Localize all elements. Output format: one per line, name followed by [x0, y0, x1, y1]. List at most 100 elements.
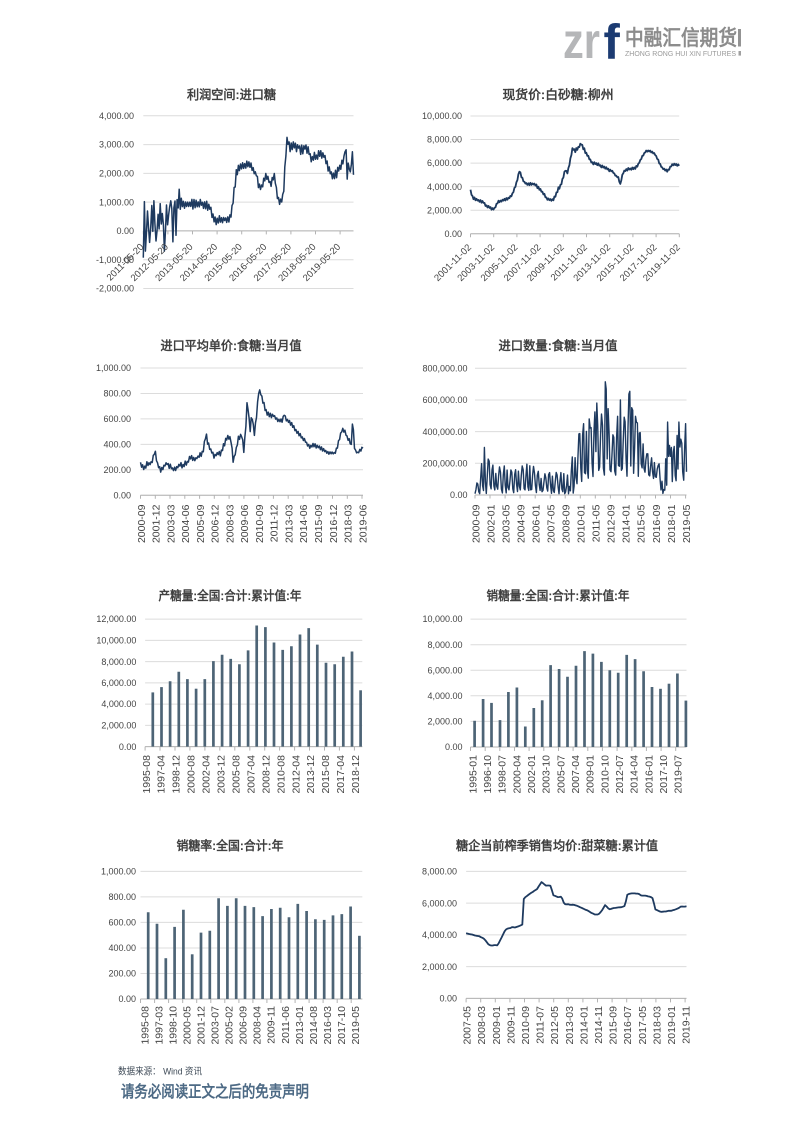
- svg-text:2014-01: 2014-01: [621, 504, 633, 543]
- svg-text:2006-09: 2006-09: [238, 1006, 250, 1045]
- svg-text:8,000.00: 8,000.00: [427, 640, 462, 650]
- svg-text:2008-04: 2008-04: [252, 1006, 264, 1045]
- svg-text:2011-06: 2011-06: [280, 1006, 292, 1044]
- svg-text:-2,000.00: -2,000.00: [96, 284, 134, 294]
- svg-text:2014-01: 2014-01: [578, 1006, 590, 1045]
- svg-text:2017-10: 2017-10: [336, 1006, 348, 1045]
- svg-text:0.00: 0.00: [439, 994, 457, 1004]
- svg-text:2009-06: 2009-06: [239, 504, 251, 543]
- svg-text:2013-01: 2013-01: [294, 1006, 306, 1045]
- svg-text:2013-03: 2013-03: [284, 504, 296, 543]
- svg-text:中融汇信期货: 中融汇信期货: [625, 26, 737, 50]
- svg-text:800.00: 800.00: [108, 892, 136, 902]
- svg-text:2013-12: 2013-12: [305, 755, 317, 794]
- svg-text:2007-05: 2007-05: [546, 504, 558, 543]
- svg-text:2002-04: 2002-04: [201, 755, 213, 794]
- svg-text:0.00: 0.00: [116, 226, 134, 236]
- svg-text:2016-12: 2016-12: [328, 504, 340, 543]
- svg-text:数据来源： Wind 资讯: 数据来源： Wind 资讯: [118, 1065, 202, 1077]
- svg-text:2,000.00: 2,000.00: [101, 721, 136, 731]
- svg-text:2011-12: 2011-12: [269, 504, 281, 542]
- svg-text:2012-07: 2012-07: [614, 755, 626, 794]
- svg-text:800,000.00: 800,000.00: [422, 363, 467, 373]
- svg-text:2008-09: 2008-09: [561, 504, 573, 543]
- svg-text:1995-01: 1995-01: [467, 755, 479, 794]
- svg-text:200,000.00: 200,000.00: [422, 459, 467, 469]
- svg-text:1997-03: 1997-03: [153, 1006, 165, 1045]
- svg-text:2012-04: 2012-04: [290, 755, 302, 794]
- svg-text:1998-07: 1998-07: [497, 755, 509, 794]
- svg-text:2003-07: 2003-07: [210, 1006, 222, 1045]
- svg-text:600.00: 600.00: [103, 414, 131, 424]
- svg-text:200.00: 200.00: [108, 969, 136, 979]
- svg-text:2009-01: 2009-01: [585, 755, 597, 794]
- svg-text:2,000.00: 2,000.00: [427, 205, 462, 215]
- svg-text:zr: zr: [563, 13, 600, 69]
- svg-text:2007-05: 2007-05: [462, 1006, 474, 1045]
- svg-text:2016-01: 2016-01: [643, 755, 655, 794]
- svg-text:2017-04: 2017-04: [335, 755, 347, 794]
- svg-text:1,000.00: 1,000.00: [96, 363, 131, 373]
- svg-text:400,000.00: 400,000.00: [422, 427, 467, 437]
- svg-text:现货价:白砂糖:柳州: 现货价:白砂糖:柳州: [503, 87, 614, 102]
- svg-text:2000-09: 2000-09: [136, 504, 148, 543]
- svg-text:1997-04: 1997-04: [156, 755, 168, 794]
- svg-text:进口平均单价:食糖:当月值: 进口平均单价:食糖:当月值: [161, 338, 302, 353]
- svg-text:2019-05: 2019-05: [350, 1006, 362, 1045]
- svg-text:1995-08: 1995-08: [139, 1006, 151, 1045]
- svg-text:2019-06: 2019-06: [357, 504, 369, 543]
- svg-text:2014-11: 2014-11: [593, 1006, 605, 1044]
- svg-text:6,000.00: 6,000.00: [101, 678, 136, 688]
- svg-text:2015-08: 2015-08: [320, 755, 332, 794]
- svg-text:4,000.00: 4,000.00: [427, 182, 462, 192]
- svg-text:进口数量:食糖:当月值: 进口数量:食糖:当月值: [499, 338, 618, 353]
- svg-text:200.00: 200.00: [103, 465, 131, 475]
- svg-text:4,000.00: 4,000.00: [101, 699, 136, 709]
- svg-text:2012-09: 2012-09: [606, 504, 618, 543]
- svg-text:2019-01: 2019-01: [666, 1006, 678, 1045]
- svg-text:10,000.00: 10,000.00: [422, 614, 462, 624]
- svg-text:2002-01: 2002-01: [485, 504, 497, 543]
- svg-text:2012-05: 2012-05: [549, 1006, 561, 1045]
- svg-text:2005-09: 2005-09: [195, 504, 207, 543]
- svg-text:2008-03: 2008-03: [224, 504, 236, 543]
- svg-text:2015-05: 2015-05: [636, 504, 648, 543]
- svg-text:2008-12: 2008-12: [260, 755, 272, 794]
- svg-text:2009-01: 2009-01: [491, 1006, 503, 1045]
- svg-text:2010-09: 2010-09: [520, 1006, 532, 1045]
- svg-text:2016-07: 2016-07: [622, 1006, 634, 1045]
- svg-text:2014-06: 2014-06: [298, 504, 310, 543]
- svg-text:2011-07: 2011-07: [535, 1006, 547, 1044]
- svg-text:6,000.00: 6,000.00: [427, 158, 462, 168]
- svg-text:2003-05: 2003-05: [500, 504, 512, 543]
- svg-text:2000-08: 2000-08: [186, 755, 198, 794]
- svg-text:2011-05: 2011-05: [591, 504, 603, 542]
- svg-text:2004-06: 2004-06: [180, 504, 192, 543]
- svg-text:2004-09: 2004-09: [515, 504, 527, 543]
- svg-text:10,000.00: 10,000.00: [96, 636, 136, 646]
- svg-text:8,000.00: 8,000.00: [101, 657, 136, 667]
- svg-text:2015-09: 2015-09: [608, 1006, 620, 1045]
- svg-text:2000-09: 2000-09: [470, 504, 482, 543]
- svg-text:400.00: 400.00: [103, 440, 131, 450]
- svg-text:2010-01: 2010-01: [576, 504, 588, 543]
- svg-text:2018-03: 2018-03: [651, 1006, 663, 1045]
- svg-text:2013-03: 2013-03: [564, 1006, 576, 1045]
- svg-text:2010-08: 2010-08: [275, 755, 287, 794]
- svg-text:400.00: 400.00: [108, 943, 136, 953]
- svg-text:0.00: 0.00: [450, 490, 468, 500]
- svg-text:2016-03: 2016-03: [322, 1006, 334, 1045]
- svg-text:600.00: 600.00: [108, 918, 136, 928]
- svg-text:2019-05: 2019-05: [681, 504, 693, 543]
- svg-text:0.00: 0.00: [444, 229, 462, 239]
- svg-text:2003-03: 2003-03: [165, 504, 177, 543]
- svg-text:2018-03: 2018-03: [343, 504, 355, 543]
- svg-text:2010-10: 2010-10: [599, 755, 611, 794]
- svg-text:800.00: 800.00: [103, 389, 131, 399]
- svg-text:请务必阅读正文之后的免责声明: 请务必阅读正文之后的免责声明: [121, 1082, 309, 1101]
- svg-text:1995-08: 1995-08: [141, 755, 153, 794]
- svg-text:0.00: 0.00: [119, 742, 137, 752]
- svg-text:2002-01: 2002-01: [526, 755, 538, 794]
- svg-text:1996-10: 1996-10: [482, 755, 494, 794]
- svg-text:产糖量:全国:合计:累计值:年: 产糖量:全国:合计:累计值:年: [159, 588, 302, 603]
